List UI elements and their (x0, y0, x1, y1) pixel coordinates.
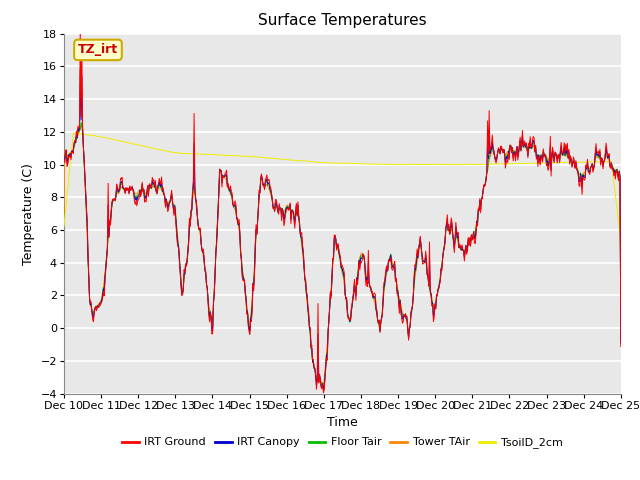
X-axis label: Time: Time (327, 416, 358, 429)
Y-axis label: Temperature (C): Temperature (C) (22, 163, 35, 264)
Title: Surface Temperatures: Surface Temperatures (258, 13, 427, 28)
Text: TZ_irt: TZ_irt (78, 43, 118, 56)
Legend: IRT Ground, IRT Canopy, Floor Tair, Tower TAir, TsoilD_2cm: IRT Ground, IRT Canopy, Floor Tair, Towe… (118, 433, 567, 453)
